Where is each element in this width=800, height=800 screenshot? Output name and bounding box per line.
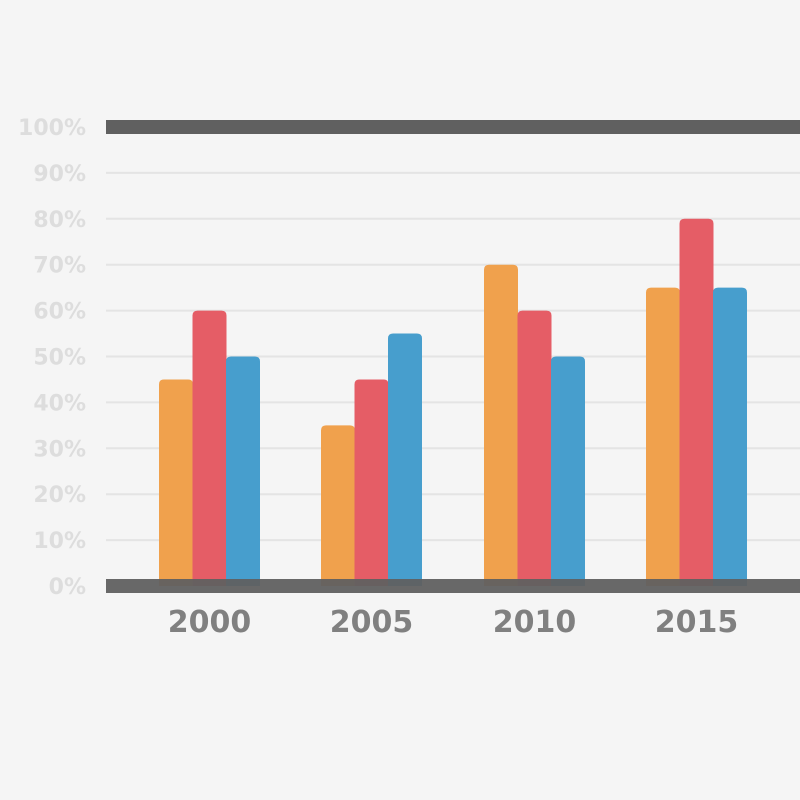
y-tick-label: 10% [33,529,86,554]
y-axis-tick-labels: 0% 10% 20% 30% 40% 50% 60% 70% 80% 90% 100% [18,116,86,600]
top-axis-line [106,120,800,134]
bar-2010-s2 [517,310,552,586]
bar-2015-s3 [713,287,747,586]
x-tick-label: 2005 [330,605,414,640]
bar-2005-s2 [354,379,389,586]
bar-2005-s1 [321,425,355,586]
axis-lines [106,120,800,593]
y-tick-label: 30% [33,437,86,462]
y-tick-label: 50% [33,346,86,371]
y-tick-label: 60% [33,300,86,325]
bar-2010-s1 [484,264,518,586]
bar-2010-s3 [551,356,585,586]
bar-2005-s3 [388,333,422,586]
x-tick-label: 2015 [655,605,739,640]
x-tick-label: 2000 [168,605,252,640]
y-tick-label: 90% [33,162,86,187]
x-axis-tick-labels: 2000 2005 2010 2015 [168,605,739,640]
x-tick-label: 2010 [493,605,577,640]
y-tick-label: 80% [33,208,86,233]
bar-2015-s1 [646,287,680,586]
y-tick-label: 70% [33,254,86,279]
bar-2000-s1 [159,379,193,586]
bar-2015-s2 [679,218,714,587]
bars [159,218,747,587]
bar-2000-s3 [226,356,260,586]
y-tick-label: 40% [33,391,86,416]
y-tick-label: 0% [49,575,86,600]
baseline-axis-line [106,579,800,593]
bar-2000-s2 [192,310,227,586]
y-tick-label: 100% [18,116,86,141]
y-tick-label: 20% [33,483,86,508]
